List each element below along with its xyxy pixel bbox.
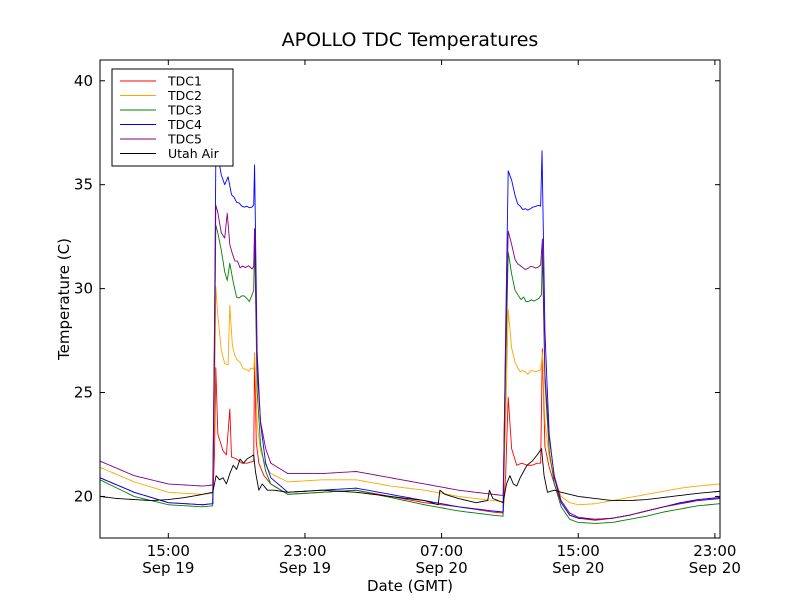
x-tick-label-date: Sep 20	[416, 559, 468, 577]
legend-label: TDC3	[167, 103, 202, 118]
legend-label: TDC2	[167, 88, 202, 103]
x-axis-label: Date (GMT)	[367, 577, 453, 595]
x-tick-label-time: 15:00	[557, 542, 600, 560]
series-line-tdc5	[100, 204, 720, 520]
x-tick-label-time: 23:00	[283, 542, 326, 560]
y-tick-label: 35	[74, 176, 93, 194]
y-tick-label: 20	[74, 487, 93, 505]
legend-label: TDC1	[167, 74, 202, 89]
x-tick-label-date: Sep 19	[279, 559, 331, 577]
legend-box	[111, 68, 234, 167]
chart-title: APOLLO TDC Temperatures	[282, 29, 539, 51]
y-axis-label: Temperature (C)	[55, 238, 73, 361]
y-tick-label: 30	[74, 280, 93, 298]
x-tick-label-date: Sep 20	[552, 559, 604, 577]
y-tick-label: 40	[74, 72, 93, 90]
legend-label: Utah Air	[168, 146, 220, 161]
y-tick-label: 25	[74, 384, 93, 402]
series-line-utah-air	[100, 448, 720, 506]
plot-frame	[99, 59, 721, 539]
legend-label: TDC5	[167, 132, 202, 147]
series-layer	[100, 150, 720, 524]
x-tick-label-date: Sep 20	[689, 559, 741, 577]
x-tick-label-time: 15:00	[147, 542, 190, 560]
x-tick-label-date: Sep 19	[142, 559, 194, 577]
x-tick-label-time: 07:00	[420, 542, 463, 560]
x-tick-label-time: 23:00	[693, 542, 736, 560]
legend-label: TDC4	[167, 117, 202, 132]
series-line-tdc3	[100, 224, 720, 524]
